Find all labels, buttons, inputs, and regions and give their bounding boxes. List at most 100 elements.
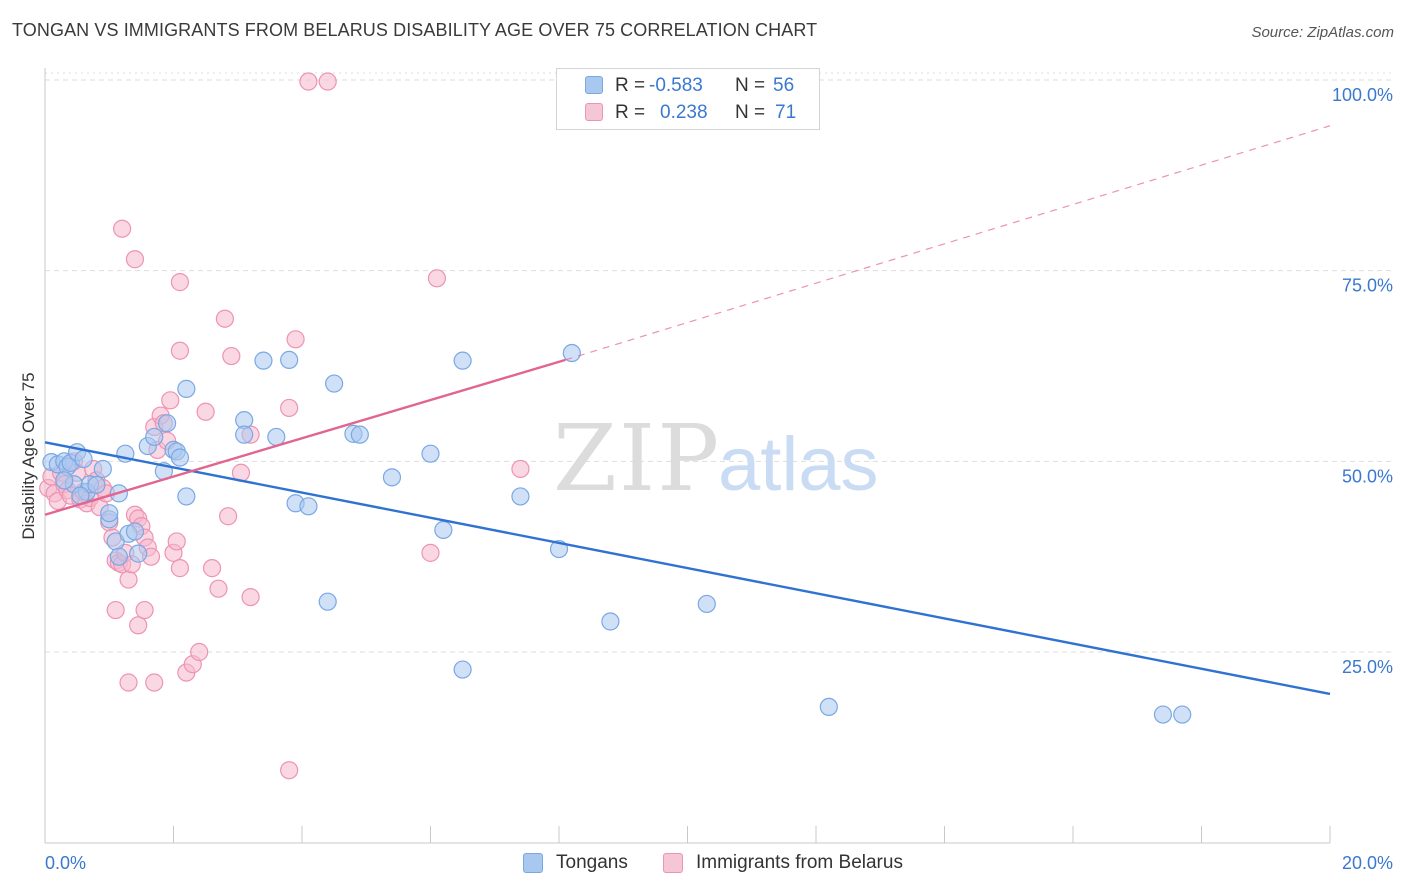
belarus-point bbox=[209, 579, 228, 598]
tongans-point bbox=[325, 374, 344, 393]
legend-r-value: 0.238 bbox=[660, 102, 708, 123]
x-tick-label: 20.0% bbox=[1342, 853, 1393, 873]
watermark-zip: ZIP bbox=[553, 405, 721, 512]
series-belarus-points bbox=[39, 72, 530, 780]
bottom-legend-swatch-tongans bbox=[523, 853, 543, 873]
tongans-point bbox=[318, 592, 337, 611]
tongans-point bbox=[170, 448, 190, 467]
tongans-point bbox=[453, 660, 472, 679]
belarus-point bbox=[427, 269, 447, 288]
belarus-point bbox=[129, 616, 148, 635]
belarus-point bbox=[202, 559, 222, 578]
y-axis-label: Disability Age Over 75 bbox=[19, 372, 38, 539]
belarus-point bbox=[170, 559, 190, 578]
correlation-legend: R = -0.583 N = 56 R = 0.238 N = 71 bbox=[556, 68, 820, 130]
belarus-point bbox=[112, 219, 132, 238]
legend-r-label: R = bbox=[615, 75, 646, 96]
y-tick-label: 100.0% bbox=[1332, 85, 1393, 105]
watermark-atlas: atlas bbox=[718, 422, 879, 507]
tongans-point bbox=[382, 468, 402, 487]
legend-n-value: 56 bbox=[773, 75, 795, 96]
tongans-point bbox=[299, 497, 318, 516]
x-tick-label: 0.0% bbox=[45, 853, 86, 873]
belarus-point bbox=[170, 341, 190, 360]
grid-lines bbox=[45, 72, 1395, 653]
tongans-point bbox=[235, 425, 254, 444]
y-tick-label: 25.0% bbox=[1342, 657, 1393, 677]
tongans-point bbox=[267, 427, 286, 447]
tongans-point bbox=[109, 547, 128, 566]
tongans-point bbox=[697, 594, 716, 614]
belarus-point bbox=[421, 543, 440, 562]
bottom-legend-swatch-belarus bbox=[663, 853, 683, 873]
belarus-point bbox=[299, 72, 318, 91]
source-label: Source: ZipAtlas.com bbox=[1251, 24, 1394, 41]
belarus-point bbox=[196, 402, 215, 421]
belarus-point bbox=[222, 346, 241, 366]
tongans-point bbox=[125, 522, 145, 541]
legend-swatch-tongans bbox=[585, 76, 603, 94]
belarus-point bbox=[241, 587, 260, 607]
belarus-point bbox=[161, 391, 180, 410]
belarus-point bbox=[170, 273, 190, 292]
belarus-point bbox=[119, 570, 138, 589]
belarus-point bbox=[119, 673, 138, 692]
belarus-point bbox=[219, 507, 238, 526]
belarus-trend-line bbox=[44, 358, 566, 516]
chart-title: TONGAN VS IMMIGRANTS FROM BELARUS DISABI… bbox=[12, 20, 818, 40]
legend-n-value: 71 bbox=[775, 102, 797, 123]
legend-n-label: N = bbox=[735, 102, 766, 123]
belarus-point bbox=[167, 532, 186, 551]
tongans-trend-line bbox=[44, 441, 1331, 696]
legend-r-value: -0.583 bbox=[649, 75, 703, 96]
tongans-point bbox=[280, 350, 299, 369]
belarus-point bbox=[318, 72, 337, 91]
axis-labels: 25.0% 50.0% 75.0% 100.0% 0.0% 20.0% Disability… bbox=[19, 85, 1393, 873]
tongans-point bbox=[254, 351, 273, 370]
tongans-point bbox=[87, 475, 106, 495]
bottom-legend-label-tongans: Tongans bbox=[556, 852, 628, 873]
tongans-point bbox=[350, 425, 369, 444]
tongans-point bbox=[511, 487, 530, 506]
legend-swatch-belarus bbox=[585, 103, 603, 121]
belarus-point bbox=[145, 673, 164, 692]
legend-r-label: R = bbox=[615, 102, 646, 123]
tongans-point bbox=[74, 449, 93, 469]
tongans-point bbox=[434, 520, 453, 540]
y-tick-label: 50.0% bbox=[1342, 466, 1393, 486]
tongans-point bbox=[145, 427, 164, 447]
belarus-point bbox=[280, 398, 299, 418]
belarus-point bbox=[280, 761, 299, 780]
tongans-point bbox=[55, 471, 74, 490]
legend-n-label: N = bbox=[735, 75, 766, 96]
y-tick-label: 75.0% bbox=[1342, 276, 1393, 296]
tongans-point bbox=[177, 487, 196, 506]
belarus-point bbox=[135, 600, 154, 620]
belarus-point bbox=[286, 330, 305, 349]
series-tongans-points bbox=[42, 343, 1192, 724]
tongans-point bbox=[819, 697, 838, 717]
tongans-point bbox=[93, 459, 112, 479]
tongans-point bbox=[1153, 705, 1173, 724]
belarus-point bbox=[106, 600, 125, 620]
tongans-point bbox=[100, 504, 119, 523]
tongans-point bbox=[601, 612, 620, 631]
legend-row-belarus: R = 0.238 N = 71 bbox=[557, 100, 819, 126]
axes bbox=[44, 68, 1331, 844]
tongans-point bbox=[453, 351, 472, 370]
belarus-point bbox=[215, 309, 234, 328]
trend-lines bbox=[44, 125, 1331, 696]
belarus-point bbox=[511, 459, 530, 479]
bottom-legend-label-belarus: Immigrants from Belarus bbox=[696, 852, 903, 873]
tongans-point bbox=[1173, 705, 1192, 724]
belarus-point bbox=[125, 250, 145, 269]
belarus-point bbox=[190, 642, 209, 662]
belarus-trend-extension bbox=[565, 125, 1331, 361]
tongans-point bbox=[177, 379, 196, 398]
tongans-point bbox=[129, 544, 148, 563]
tongans-point bbox=[562, 343, 581, 363]
tongans-point bbox=[157, 414, 177, 433]
tongans-point bbox=[421, 444, 440, 463]
